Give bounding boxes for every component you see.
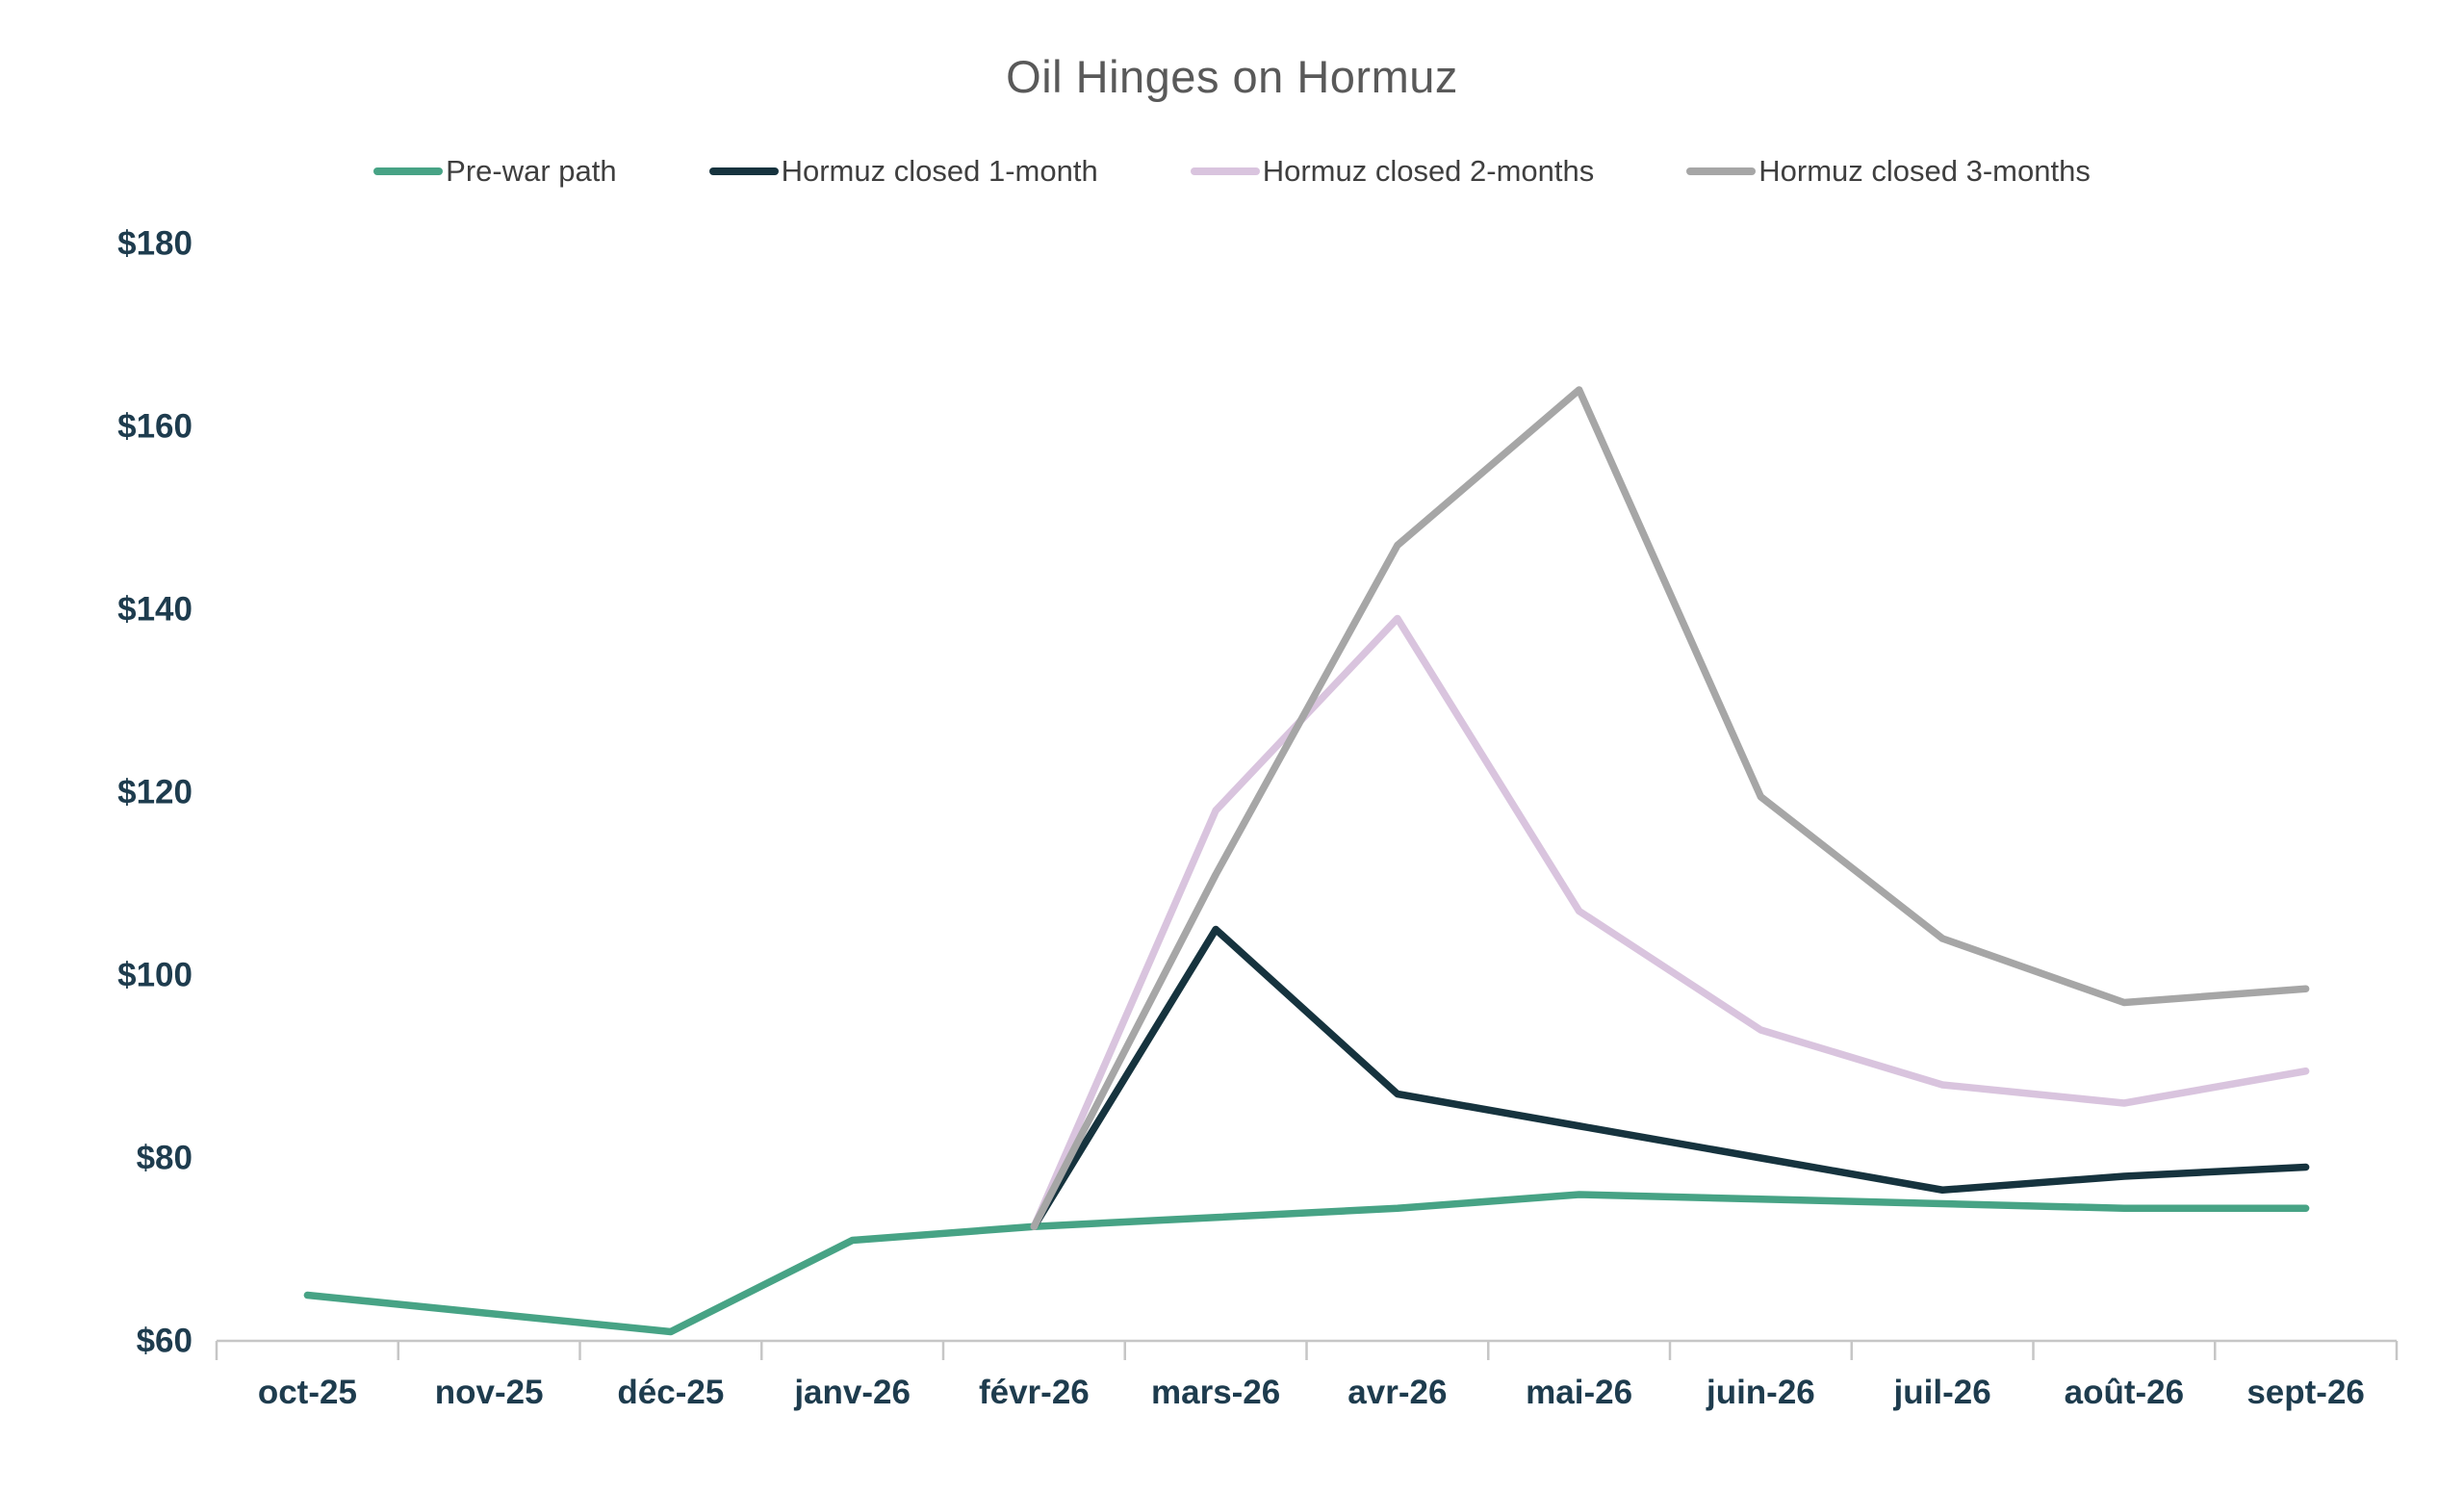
- series-line-hormuz-closed-3-months: [1030, 386, 2310, 1230]
- legend-swatch-icon: [1190, 167, 1260, 175]
- x-tick-label: nov-25: [435, 1374, 544, 1411]
- y-tick-label: $180: [117, 225, 192, 263]
- series-line-hormuz-closed-2-months: [1030, 614, 2310, 1230]
- y-tick-label: $160: [117, 408, 192, 446]
- x-tick-label: juin-26: [1706, 1374, 1815, 1411]
- legend-swatch-icon: [1686, 167, 1757, 175]
- legend-swatch-icon: [708, 167, 779, 175]
- legend-swatch-icon: [373, 167, 444, 175]
- legend-item-pre-war-path: Pre-war path: [373, 154, 617, 189]
- chart-legend: Pre-war path Hormuz closed 1-month Hormu…: [0, 154, 2464, 189]
- x-tick-label: août-26: [2065, 1374, 2184, 1411]
- x-tick-label: févr-26: [979, 1374, 1090, 1411]
- x-tick-label: juil-26: [1893, 1374, 1991, 1411]
- x-tick-label: avr-26: [1348, 1374, 1447, 1411]
- legend-label: Pre-war path: [446, 154, 617, 188]
- legend-label: Hormuz closed 3-months: [1758, 154, 2091, 188]
- y-tick-label: $100: [117, 957, 192, 994]
- legend-item-hormuz-closed-2-months: Hormuz closed 2-months: [1190, 154, 1595, 189]
- y-tick-label: $120: [117, 774, 192, 811]
- legend-label: Hormuz closed 2-months: [1262, 154, 1595, 188]
- x-tick-label: sept-26: [2246, 1374, 2365, 1411]
- x-tick-label: mai-26: [1526, 1374, 1632, 1411]
- series-line-hormuz-closed-1-month: [1030, 925, 2310, 1230]
- y-tick-label: $60: [137, 1323, 192, 1360]
- legend-item-hormuz-closed-1-month: Hormuz closed 1-month: [708, 154, 1098, 189]
- x-tick-label: mars-26: [1151, 1374, 1280, 1411]
- y-tick-label: $80: [137, 1140, 192, 1177]
- x-tick-label: janv-26: [793, 1374, 911, 1411]
- legend-label: Hormuz closed 1-month: [781, 154, 1098, 188]
- legend-item-hormuz-closed-3-months: Hormuz closed 3-months: [1686, 154, 2091, 189]
- y-tick-label: $140: [117, 591, 192, 629]
- x-tick-label: oct-25: [258, 1374, 357, 1411]
- series-line-pre-war-path: [303, 1191, 2310, 1336]
- chart-title: Oil Hinges on Hormuz: [1006, 51, 1458, 102]
- x-tick-label: déc-25: [617, 1374, 724, 1411]
